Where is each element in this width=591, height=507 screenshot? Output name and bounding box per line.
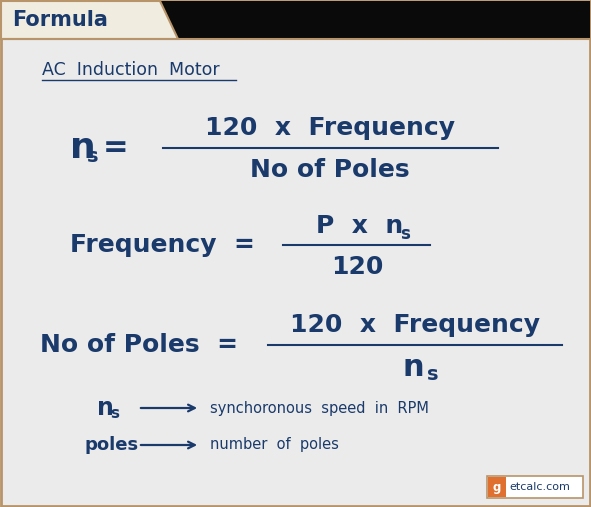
Bar <box>488 477 506 497</box>
Text: Formula: Formula <box>12 10 108 30</box>
Text: 120  x  Frequency: 120 x Frequency <box>205 116 455 140</box>
Text: n: n <box>402 352 424 381</box>
Text: s: s <box>427 366 439 384</box>
Text: P  x  n: P x n <box>316 214 404 238</box>
Text: n: n <box>70 131 96 165</box>
Text: =: = <box>103 133 129 163</box>
Bar <box>1 1 590 39</box>
Text: 120  x  Frequency: 120 x Frequency <box>290 313 540 337</box>
Text: number  of  poles: number of poles <box>210 438 339 453</box>
Text: s: s <box>87 148 99 166</box>
Text: s: s <box>400 225 410 243</box>
Polygon shape <box>1 1 178 39</box>
Text: AC  Induction  Motor: AC Induction Motor <box>42 61 220 79</box>
Text: s: s <box>110 407 119 421</box>
Text: synchoronous  speed  in  RPM: synchoronous speed in RPM <box>210 401 429 416</box>
Bar <box>487 476 583 498</box>
Text: etcalc.com: etcalc.com <box>509 482 570 492</box>
Text: 120: 120 <box>331 255 383 279</box>
Text: n: n <box>97 396 114 420</box>
Text: g: g <box>493 481 501 493</box>
Text: poles: poles <box>84 436 138 454</box>
Text: Frequency  =: Frequency = <box>70 233 255 257</box>
Text: No of Poles  =: No of Poles = <box>40 333 238 357</box>
Text: No of Poles: No of Poles <box>250 158 410 182</box>
